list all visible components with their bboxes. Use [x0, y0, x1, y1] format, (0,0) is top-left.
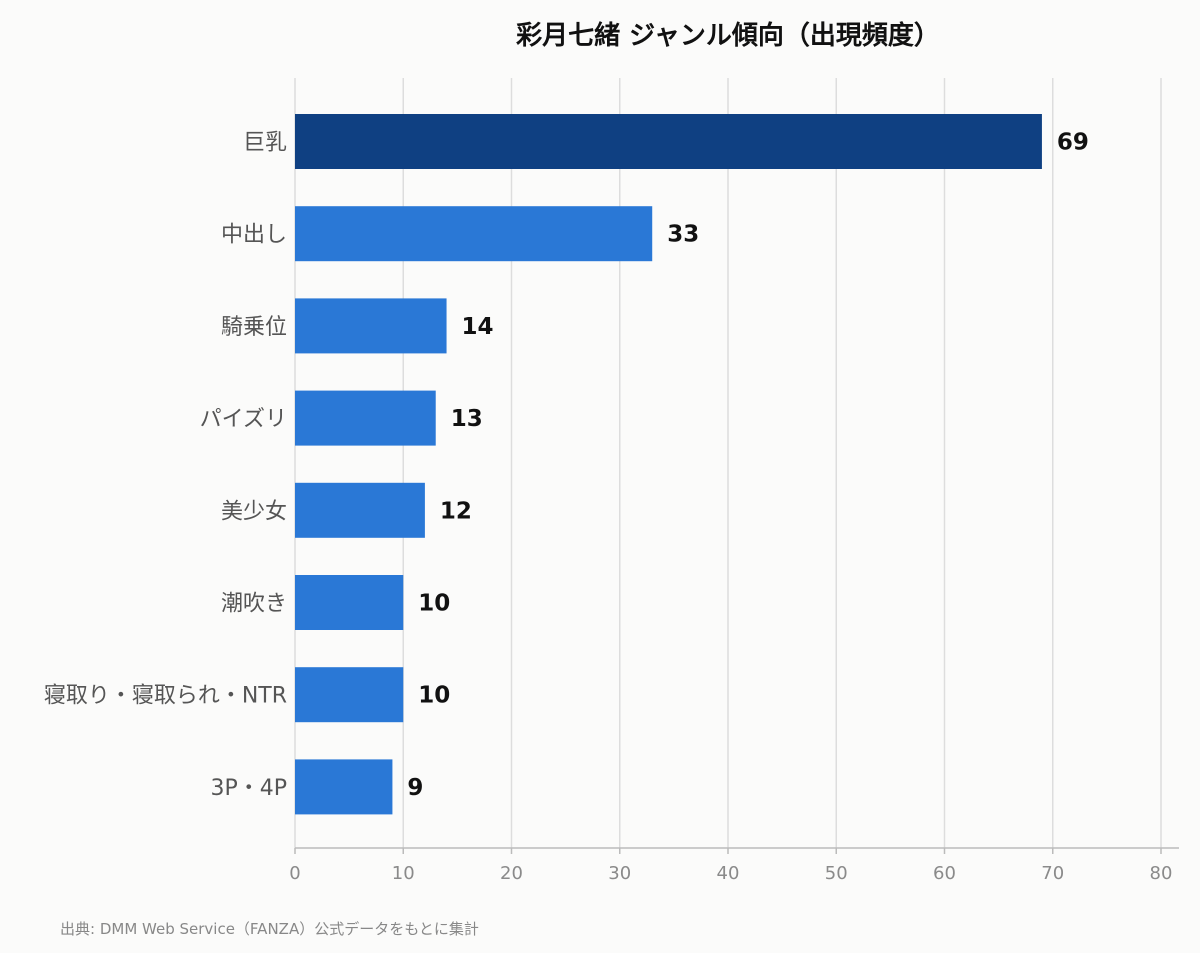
x-tick-label: 0 — [289, 863, 300, 884]
value-label: 69 — [1057, 130, 1089, 156]
labels: 巨乳 69 中出し 33 騎乗位 14 パイズリ 13 美少女 12 潮吹き 10 寝取り・寝取られ・N… — [44, 130, 1089, 801]
x-tick-label: 20 — [500, 863, 523, 884]
category-label: 寝取り・寝取られ・NTR — [44, 684, 287, 709]
bar — [295, 482, 425, 538]
source-note: 出典: DMM Web Service（FANZA）公式データをもとに集計 — [60, 920, 479, 938]
x-tick-label: 10 — [392, 863, 415, 884]
bar — [295, 114, 1042, 169]
value-label: 13 — [451, 406, 483, 432]
category-label: 騎乗位 — [221, 315, 287, 340]
bar — [295, 667, 404, 723]
x-tick-label: 40 — [717, 863, 740, 884]
bars — [295, 114, 1042, 815]
category-label: 美少女 — [221, 499, 287, 524]
value-label: 33 — [667, 222, 699, 248]
x-axis: 0 10 20 30 40 50 60 70 80 — [289, 847, 1179, 884]
category-label: 潮吹き — [221, 592, 287, 617]
category-label: パイズリ — [200, 407, 287, 432]
bar — [295, 206, 653, 262]
value-label: 12 — [440, 498, 472, 524]
value-label: 10 — [418, 591, 450, 617]
bar — [295, 298, 447, 354]
category-label: 巨乳 — [243, 131, 287, 156]
x-tick-label: 30 — [608, 863, 631, 884]
category-label: 3P・4P — [210, 776, 287, 801]
x-tick-label: 80 — [1150, 863, 1173, 884]
value-label: 10 — [418, 683, 450, 709]
value-label: 14 — [462, 314, 494, 340]
bar — [295, 575, 404, 630]
gridlines — [294, 78, 1162, 848]
category-label: 中出し — [221, 223, 287, 248]
x-tick-label: 70 — [1041, 863, 1064, 884]
x-tick-label: 60 — [933, 863, 956, 884]
bar — [295, 390, 436, 446]
chart-title: 彩月七緒 ジャンル傾向（出現頻度） — [516, 21, 940, 51]
x-tick-label: 50 — [825, 863, 848, 884]
bar — [295, 759, 393, 815]
value-label: 9 — [407, 775, 423, 801]
